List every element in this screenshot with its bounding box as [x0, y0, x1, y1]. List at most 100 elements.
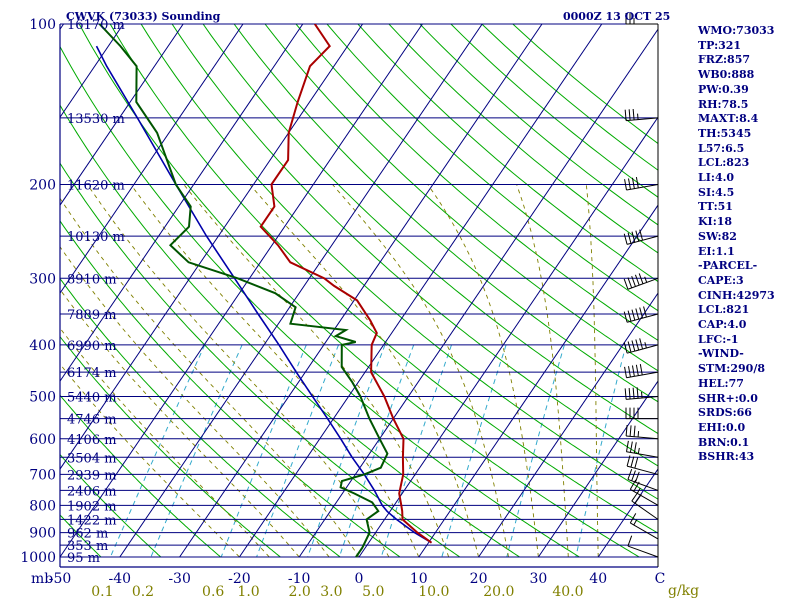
temperature-tick-label: 20 [470, 571, 488, 587]
mixing-ratio-line [109, 344, 206, 558]
mixing-ratio-label: 0.1 [91, 584, 113, 600]
index-line: TT:51 [698, 200, 733, 214]
pressure-tick-label: 800 [29, 498, 56, 514]
pressure-tick-label: 300 [29, 271, 56, 287]
wind-barb-layer [623, 13, 659, 558]
height-label: 11620 m [67, 178, 125, 193]
index-line: EI:1.1 [698, 244, 735, 258]
height-label: 1902 m [67, 499, 117, 514]
mixing-ratio-label: 40.0 [552, 584, 583, 600]
wind-barb-feather [624, 388, 627, 400]
wind-barb-feather [632, 108, 635, 120]
wind-barb-feather [623, 342, 628, 354]
temperature-tick-label: 0 [355, 571, 364, 587]
dry-adiabat-line [78, 24, 640, 558]
isotherm-line [179, 24, 543, 558]
wind-barb [626, 117, 659, 122]
height-label: 5440 m [67, 391, 117, 406]
index-line: RH:78.5 [698, 97, 749, 111]
index-line: TP:321 [698, 38, 742, 52]
index-line: LCL:821 [698, 303, 750, 317]
pressure-tick-label: 500 [29, 390, 56, 406]
wind-barb-feather [627, 310, 632, 322]
index-line: PW:0.39 [698, 82, 749, 96]
wind-barb-feather [639, 338, 644, 350]
wind-barb-feather [635, 339, 640, 351]
isotherm-line [119, 24, 483, 558]
wind-barb-half-feather [644, 276, 648, 283]
wind-barb [627, 478, 659, 491]
wind-barb [630, 488, 659, 506]
wind-barb-feather [639, 364, 643, 376]
mixing-ratio-line [441, 344, 507, 558]
profile-layer [95, 24, 433, 558]
height-label: 10130 m [67, 230, 125, 245]
wind-barb-feather [628, 178, 631, 190]
height-label: 6990 m [67, 339, 117, 354]
plot-area [60, 24, 658, 558]
temperature-tick-label: -40 [109, 571, 132, 587]
station-title: CWVK (73033) Sounding [66, 10, 221, 23]
index-line: -PARCEL- [698, 259, 758, 273]
wind-barb-feather [628, 366, 631, 378]
mixing-ratio-label: 10.0 [418, 584, 449, 600]
wind-barb-feather [629, 479, 637, 490]
height-label: 2406 m [67, 484, 117, 499]
index-line: CINH:42973 [698, 288, 775, 302]
wind-barb-feather [623, 278, 629, 290]
isotherm-line [60, 24, 184, 207]
isotherm-line [238, 24, 603, 558]
wind-barb-half-feather [633, 519, 638, 526]
wind-barb-feather [625, 424, 628, 437]
index-line: BSHR:43 [698, 450, 755, 464]
index-line: WB0:888 [698, 68, 755, 82]
wind-barb-feather [631, 340, 636, 352]
height-label: 3504 m [67, 451, 117, 466]
isotherm-line [537, 380, 658, 558]
wind-barb [626, 451, 659, 458]
wind-barb-feather [624, 179, 627, 191]
wind-barb [626, 465, 659, 475]
index-line: -WIND- [698, 347, 744, 361]
wind-barb-half-feather [637, 113, 639, 120]
wind-barb-half-feather [641, 391, 643, 398]
wind-barb-feather [623, 311, 628, 323]
height-label: 16170 m [67, 18, 125, 33]
mixing-ratio-line [150, 344, 243, 558]
wind-barb-feather [628, 109, 631, 121]
height-label: 2939 m [67, 468, 117, 483]
wind-barb-feather [624, 366, 627, 378]
height-label: 353 m [67, 539, 108, 554]
index-line: SW:82 [698, 229, 737, 243]
height-label: 7889 m [67, 308, 117, 323]
wind-barb-feather [634, 471, 640, 483]
pressure-tick-label: 100 [29, 17, 56, 33]
pressure-tick-label: 600 [29, 432, 56, 448]
wind-barb-feather [631, 309, 636, 321]
isotherm-line [60, 24, 244, 295]
isotherm-line [60, 24, 423, 558]
wind-barb-feather [631, 177, 635, 189]
temperature-tick-label: 40 [589, 571, 607, 587]
mixing-ratio-label: 5.0 [362, 584, 384, 600]
wind-barb-feather [629, 513, 637, 524]
mixing-unit-label: g/kg [668, 583, 699, 599]
index-line: HEL:77 [698, 376, 744, 390]
moist-adiabat-line [516, 184, 569, 558]
height-label: 8910 m [67, 272, 117, 287]
mixing-ratio-label: 0.2 [132, 584, 154, 600]
pressure-tick-label: 900 [29, 526, 56, 542]
temperature-tick-label: 10 [410, 571, 428, 587]
wind-barb [631, 500, 659, 520]
wind-barb-feather [631, 231, 636, 243]
height-label: 6174 m [67, 366, 117, 381]
index-line: FRZ:857 [698, 53, 751, 67]
wind-barb-feather [624, 109, 627, 121]
index-line: STM:290/8 [698, 362, 765, 376]
index-line: MAXT:8.4 [698, 112, 759, 126]
temperature-tick-label: 30 [529, 571, 547, 587]
index-line: TH:5345 [698, 126, 752, 140]
height-label: 95 m [67, 551, 100, 566]
index-line: CAP:4.0 [698, 318, 747, 332]
